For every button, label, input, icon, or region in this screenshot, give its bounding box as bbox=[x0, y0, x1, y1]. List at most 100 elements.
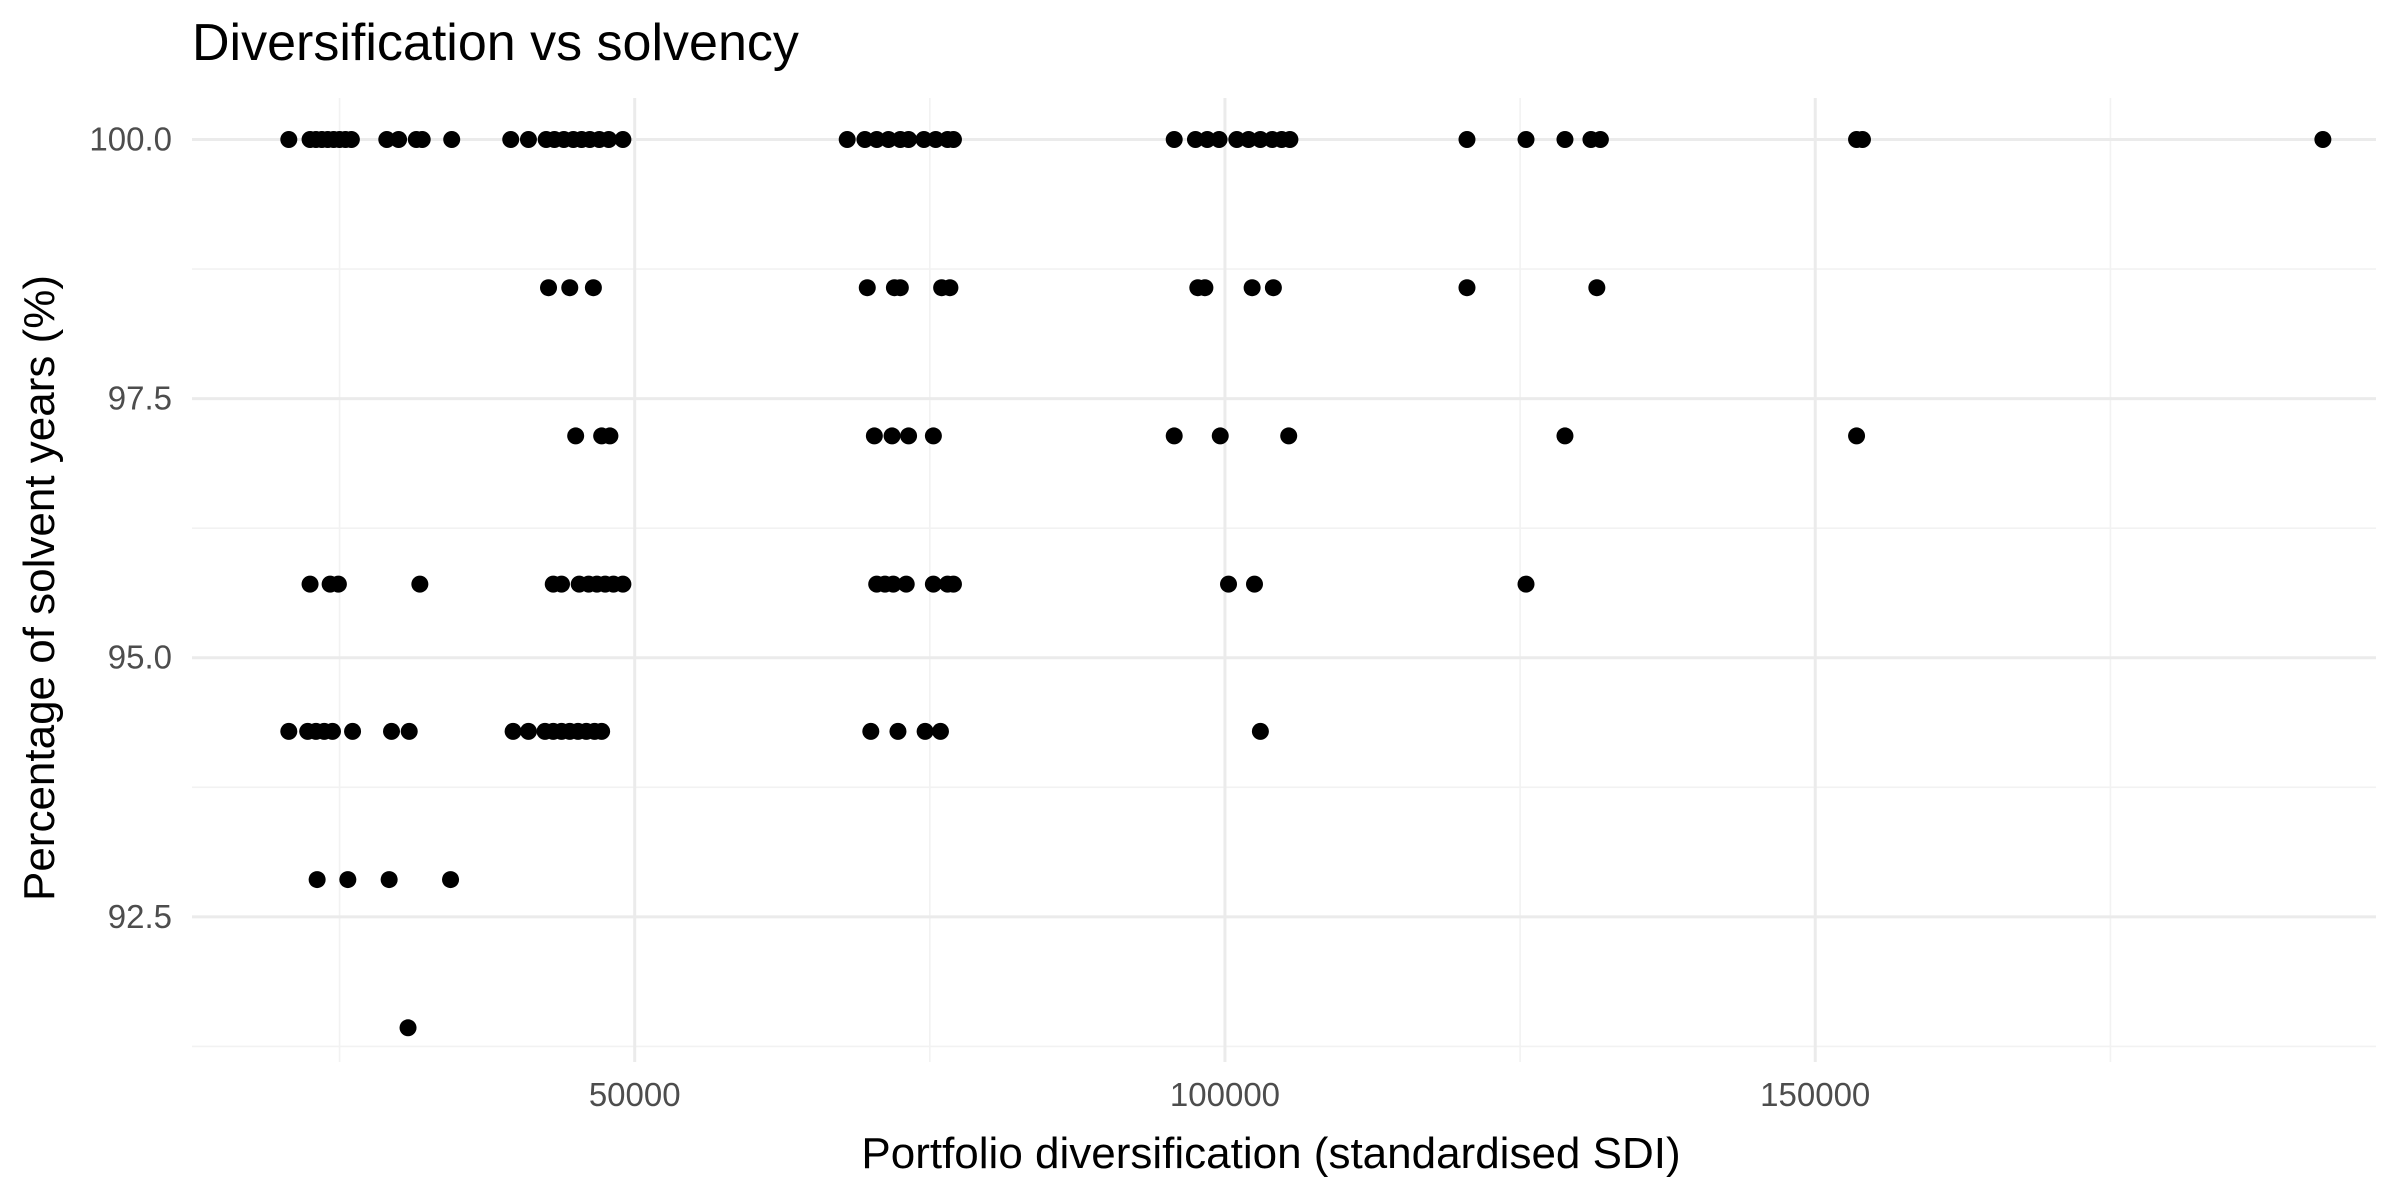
data-point bbox=[1165, 427, 1183, 445]
data-point bbox=[1196, 279, 1214, 297]
data-point bbox=[308, 871, 326, 889]
x-axis-title: Portfolio diversification (standardised … bbox=[861, 1129, 1680, 1178]
data-point bbox=[600, 130, 618, 148]
data-point bbox=[411, 575, 429, 593]
data-point bbox=[1280, 427, 1298, 445]
data-point bbox=[329, 575, 347, 593]
data-point bbox=[1251, 722, 1269, 740]
data-point bbox=[301, 575, 319, 593]
x-tick-label: 150000 bbox=[1760, 1076, 1870, 1113]
x-tick-labels: 50000 100000 150000 bbox=[589, 1076, 1870, 1113]
data-point bbox=[900, 130, 918, 148]
data-point bbox=[601, 427, 619, 445]
data-point bbox=[862, 722, 880, 740]
data-point bbox=[1458, 279, 1476, 297]
data-point bbox=[1588, 279, 1606, 297]
data-point bbox=[567, 427, 585, 445]
data-point bbox=[2314, 130, 2332, 148]
y-tick-labels: 92.5 95.0 97.5 100.0 bbox=[89, 120, 172, 934]
data-point bbox=[519, 722, 537, 740]
data-point bbox=[941, 279, 959, 297]
data-point bbox=[1165, 130, 1183, 148]
points-layer bbox=[280, 130, 2332, 1037]
data-point bbox=[413, 130, 431, 148]
data-point bbox=[378, 130, 396, 148]
data-point bbox=[1245, 575, 1263, 593]
data-point bbox=[1591, 130, 1609, 148]
data-point bbox=[553, 575, 571, 593]
grid-layer bbox=[192, 98, 2376, 1062]
data-point bbox=[519, 130, 537, 148]
data-point bbox=[442, 871, 460, 889]
data-point bbox=[1517, 575, 1535, 593]
data-point bbox=[916, 722, 934, 740]
data-point bbox=[380, 871, 398, 889]
data-point bbox=[1517, 130, 1535, 148]
data-point bbox=[944, 575, 962, 593]
data-point bbox=[1198, 130, 1216, 148]
data-point bbox=[443, 130, 461, 148]
data-point bbox=[915, 130, 933, 148]
data-point bbox=[339, 871, 357, 889]
data-point bbox=[561, 279, 579, 297]
data-point bbox=[1556, 130, 1574, 148]
chart-title: Diversification vs solvency bbox=[192, 14, 799, 72]
data-point bbox=[614, 130, 632, 148]
data-point bbox=[383, 722, 401, 740]
data-point bbox=[584, 279, 602, 297]
data-point bbox=[838, 130, 856, 148]
data-point bbox=[1210, 130, 1228, 148]
data-point bbox=[399, 1019, 417, 1037]
data-point bbox=[1243, 279, 1261, 297]
data-point bbox=[897, 575, 915, 593]
data-point bbox=[1228, 130, 1246, 148]
y-tick-label: 100.0 bbox=[89, 120, 172, 157]
data-point bbox=[1240, 130, 1258, 148]
data-point bbox=[856, 130, 874, 148]
data-point bbox=[1556, 427, 1574, 445]
data-point bbox=[927, 130, 945, 148]
data-point bbox=[280, 722, 298, 740]
data-point bbox=[400, 722, 418, 740]
x-tick-label: 100000 bbox=[1170, 1076, 1280, 1113]
data-point bbox=[1251, 130, 1269, 148]
data-point bbox=[1458, 130, 1476, 148]
y-tick-label: 92.5 bbox=[108, 898, 172, 935]
data-point bbox=[1281, 130, 1299, 148]
data-point bbox=[504, 722, 522, 740]
data-point bbox=[342, 130, 360, 148]
data-point bbox=[858, 279, 876, 297]
data-point bbox=[1211, 427, 1229, 445]
data-point bbox=[593, 722, 611, 740]
y-tick-label: 95.0 bbox=[108, 639, 172, 676]
data-point bbox=[868, 130, 886, 148]
data-point bbox=[924, 575, 942, 593]
data-point bbox=[1853, 130, 1871, 148]
data-point bbox=[1186, 130, 1204, 148]
data-point bbox=[880, 130, 898, 148]
data-point bbox=[900, 427, 918, 445]
data-point bbox=[884, 575, 902, 593]
x-tick-label: 50000 bbox=[589, 1076, 681, 1113]
data-point bbox=[865, 427, 883, 445]
y-tick-label: 97.5 bbox=[108, 380, 172, 417]
data-point bbox=[323, 722, 341, 740]
data-point bbox=[390, 130, 408, 148]
data-point bbox=[931, 722, 949, 740]
data-point bbox=[883, 427, 901, 445]
data-point bbox=[280, 130, 298, 148]
data-point bbox=[502, 130, 520, 148]
data-point bbox=[540, 279, 558, 297]
data-point bbox=[614, 575, 632, 593]
y-axis-title: Percentage of solvent years (%) bbox=[15, 275, 64, 901]
data-point bbox=[924, 427, 942, 445]
data-point bbox=[889, 722, 907, 740]
data-point bbox=[344, 722, 362, 740]
data-point bbox=[1848, 427, 1866, 445]
data-point bbox=[891, 279, 909, 297]
data-point bbox=[944, 130, 962, 148]
data-point bbox=[1264, 279, 1282, 297]
data-point bbox=[1220, 575, 1238, 593]
